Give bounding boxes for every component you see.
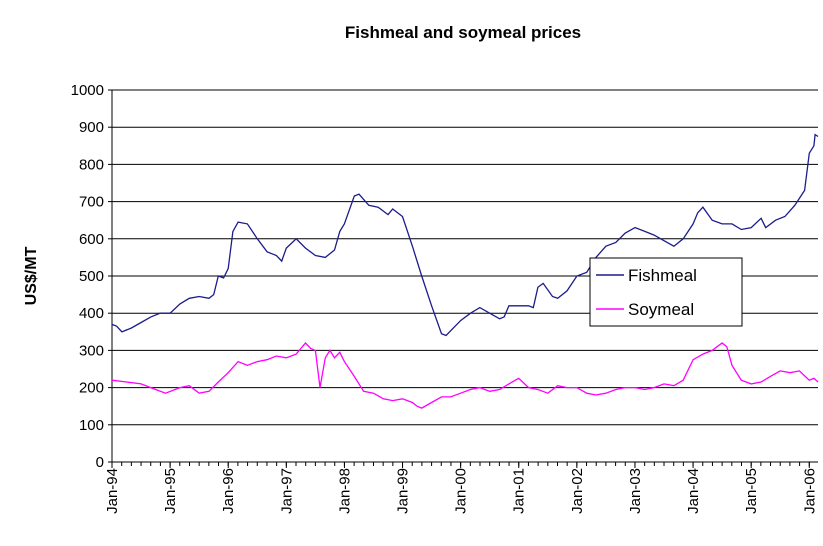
x-tick-label: Jan-98 — [336, 468, 353, 514]
x-tick-label: Jan-06 — [801, 468, 818, 514]
y-axis-label: US$/MT — [23, 246, 40, 305]
y-tick-label: 300 — [79, 342, 104, 359]
x-tick-label: Jan-00 — [453, 468, 470, 514]
y-tick-label: 800 — [79, 156, 104, 173]
y-tick-label: 900 — [79, 119, 104, 136]
x-tick-label: Jan-94 — [104, 468, 121, 514]
y-tick-label: 1000 — [71, 82, 104, 99]
chart-title: Fishmeal and soymeal prices — [345, 23, 581, 42]
legend-box — [589, 257, 743, 327]
y-tick-label: 200 — [79, 380, 104, 397]
y-tick-label: 500 — [79, 268, 104, 285]
x-tick-label: Jan-01 — [511, 468, 528, 514]
y-tick-label: 100 — [79, 417, 104, 434]
x-tick-label: Jan-05 — [743, 468, 760, 514]
x-tick-label: Jan-03 — [627, 468, 644, 514]
line — [111, 342, 819, 409]
line — [111, 133, 819, 337]
x-tick-label: Jan-99 — [395, 468, 412, 514]
y-tick-label: 600 — [79, 231, 104, 248]
x-tick-label: Jan-97 — [278, 468, 295, 514]
y-tick-label: 0 — [96, 454, 104, 471]
y-tick-label: 400 — [79, 305, 104, 322]
legend-label: Fishmeal — [628, 266, 697, 285]
x-tick-label: Jan-96 — [220, 468, 237, 514]
legend-label: Soymeal — [628, 300, 694, 319]
x-tick-label: Jan-02 — [569, 468, 586, 514]
x-tick-label: Jan-95 — [162, 468, 179, 514]
y-tick-label: 700 — [79, 194, 104, 211]
x-tick-label: Jan-04 — [685, 468, 702, 514]
